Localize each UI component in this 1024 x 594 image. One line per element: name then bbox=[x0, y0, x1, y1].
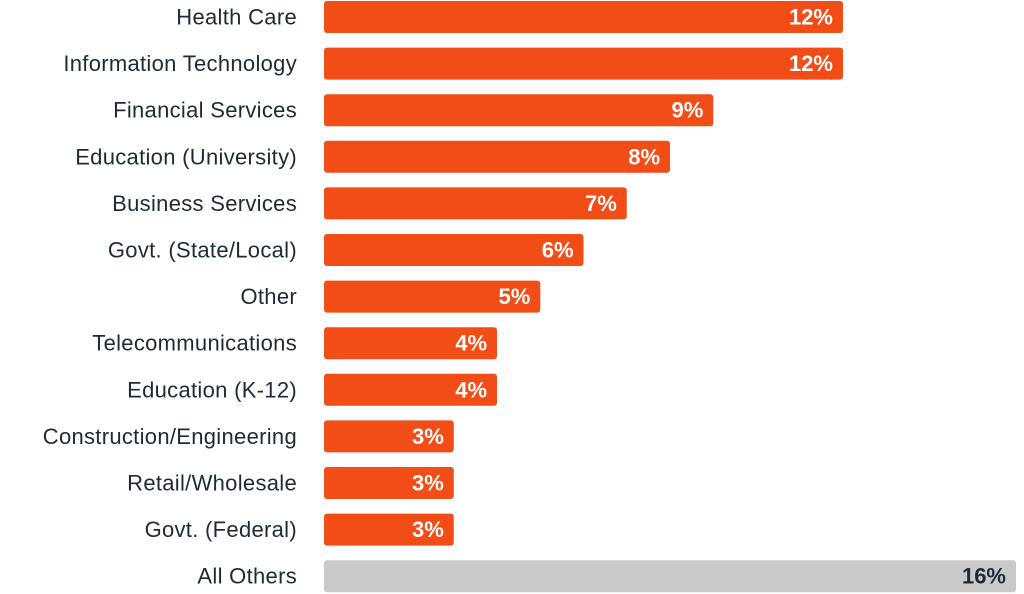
value-label-7: 4% bbox=[455, 331, 487, 356]
value-label-6: 5% bbox=[498, 284, 530, 309]
bar-0 bbox=[324, 1, 843, 33]
bar-7 bbox=[324, 327, 497, 360]
bar-11 bbox=[324, 513, 454, 546]
category-label-6: Other bbox=[240, 284, 297, 309]
value-label-10: 3% bbox=[412, 471, 444, 496]
value-label-8: 4% bbox=[455, 377, 487, 402]
value-label-12: 16% bbox=[962, 564, 1006, 589]
category-label-5: Govt. (State/Local) bbox=[108, 238, 297, 263]
category-label-11: Govt. (Federal) bbox=[145, 517, 297, 542]
category-label-0: Health Care bbox=[176, 5, 297, 30]
value-label-11: 3% bbox=[412, 517, 444, 542]
value-label-2: 9% bbox=[671, 98, 703, 123]
category-label-4: Business Services bbox=[112, 191, 297, 216]
bar-3 bbox=[324, 140, 670, 173]
bars-layer bbox=[324, 1, 1016, 593]
category-label-3: Education (University) bbox=[75, 144, 297, 169]
bar-8 bbox=[324, 373, 497, 406]
category-label-9: Construction/Engineering bbox=[43, 424, 297, 449]
value-label-0: 12% bbox=[789, 5, 833, 30]
value-label-3: 8% bbox=[628, 144, 660, 169]
category-labels-layer: Health Care Information Technology Financi… bbox=[43, 5, 297, 589]
category-label-7: Telecommunications bbox=[92, 331, 297, 356]
value-label-4: 7% bbox=[585, 191, 617, 216]
value-label-1: 12% bbox=[789, 51, 833, 76]
bar-2 bbox=[324, 94, 714, 127]
category-label-10: Retail/Wholesale bbox=[127, 471, 297, 496]
category-label-12: All Others bbox=[197, 564, 297, 589]
bar-6 bbox=[324, 280, 541, 313]
value-labels-layer: 12% 12% 9% 8% 7% 6% 5% 4% 4% 3% 3% 3% 16% bbox=[412, 5, 1006, 589]
bar-4 bbox=[324, 187, 627, 220]
bar-5 bbox=[324, 234, 584, 266]
value-label-5: 6% bbox=[542, 238, 574, 263]
category-label-1: Information Technology bbox=[63, 51, 297, 76]
category-label-8: Education (K-12) bbox=[127, 377, 297, 402]
bar-9 bbox=[324, 420, 454, 453]
value-label-9: 3% bbox=[412, 424, 444, 449]
category-label-2: Financial Services bbox=[113, 98, 297, 123]
bar-1 bbox=[324, 47, 843, 80]
bar-10 bbox=[324, 467, 454, 499]
bar-12 bbox=[324, 560, 1016, 593]
